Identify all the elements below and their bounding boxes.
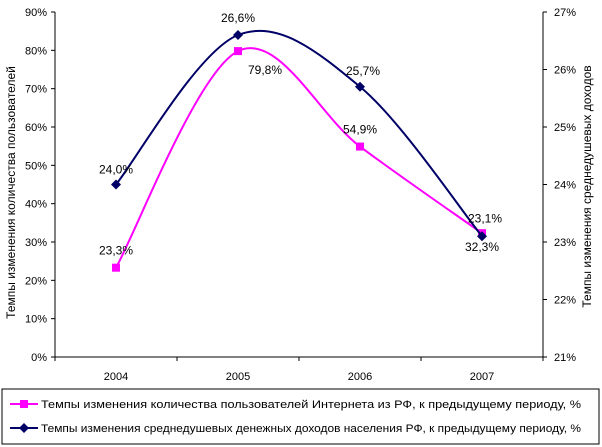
series-2-point <box>477 231 487 242</box>
x-tick-label: 2004 <box>104 371 128 383</box>
legend-marker <box>20 400 28 408</box>
series-layer: 23,3% 79,8% 54,9% 32,3% 24,0% 26,6% 25,7% 23,1% <box>99 11 502 272</box>
series-2-data-label: 26,6% <box>221 11 255 25</box>
y-right-axis-title: Темпы изменения среднедушевых доходов <box>580 65 594 307</box>
x-tick-label: 2006 <box>348 371 372 383</box>
y-left-tick-label: 60% <box>25 122 47 134</box>
series-1-line <box>115 47 483 269</box>
legend-label: Темпы изменения среднедушевых денежных д… <box>41 423 581 435</box>
y-left-tick-label: 50% <box>25 160 47 172</box>
series-2-data-label: 24,0% <box>99 163 133 177</box>
series-1-data-label: 79,8% <box>248 63 282 77</box>
legend-box <box>1 388 600 445</box>
series-1-point <box>234 47 242 56</box>
series-2-line <box>115 29 483 237</box>
series-2-data-label: 23,1% <box>468 211 502 225</box>
series-2-point <box>233 30 243 40</box>
series-1-data-label: 32,3% <box>465 240 499 254</box>
y-right-tick-label: 26% <box>554 65 576 77</box>
series-2-point <box>111 179 121 190</box>
y-left-tick-label: 10% <box>25 314 47 326</box>
y-right-tick-label: 24% <box>554 180 576 192</box>
series-1-point <box>112 263 120 272</box>
series-1-data-label: 23,3% <box>99 244 133 258</box>
series-2: 24,0% 26,6% 25,7% 23,1% <box>99 11 502 242</box>
y-left-axis-title: Темпы изменения количества пользователей <box>4 66 18 319</box>
y-right-tick-label: 25% <box>554 122 576 134</box>
y-left-tick-label: 70% <box>25 84 47 96</box>
y-right-tick-label: 23% <box>554 237 576 249</box>
legend-label: Темпы изменения количества пользователей… <box>41 399 581 411</box>
y-right-tick-label: 22% <box>554 295 576 307</box>
y-right-tick-label: 27% <box>554 7 576 19</box>
y-left-tick-label: 40% <box>25 199 47 211</box>
y-left-tick-label: 90% <box>25 7 47 19</box>
x-tick-label: 2005 <box>226 371 250 383</box>
y-left-tick-label: 30% <box>25 237 47 249</box>
x-tick-label: 2007 <box>470 371 494 383</box>
series-1-data-label: 54,9% <box>343 123 377 137</box>
series-2-data-label: 25,7% <box>346 64 380 78</box>
legend: Темпы изменения количества пользователей… <box>1 388 600 445</box>
y-right-tick-label: 21% <box>554 352 576 364</box>
series-1-point <box>356 142 364 151</box>
y-left-tick-label: 20% <box>25 275 47 287</box>
legend-marker <box>19 423 29 433</box>
y-left-tick-label: 80% <box>25 45 47 57</box>
axes: 0% 10% 20% 30% 40% 50% 60% 70% 80% 90% 21% 22% 23% 24… <box>4 7 594 383</box>
series-2-point <box>355 81 365 92</box>
series-1: 23,3% 79,8% 54,9% 32,3% <box>99 47 499 272</box>
y-left-tick-label: 0% <box>31 352 47 364</box>
